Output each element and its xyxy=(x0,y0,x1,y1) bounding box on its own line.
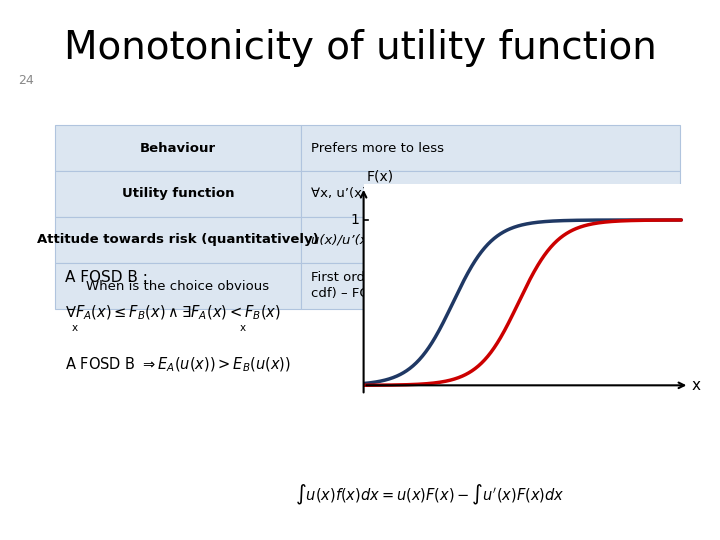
Text: x: x xyxy=(72,323,78,333)
Text: x: x xyxy=(240,323,246,333)
Text: x: x xyxy=(691,378,700,393)
Bar xyxy=(55,171,301,217)
Text: 1: 1 xyxy=(351,213,359,227)
Bar xyxy=(301,125,680,171)
Text: Behaviour: Behaviour xyxy=(140,141,216,154)
Bar xyxy=(55,217,301,263)
Text: A FOSD B $\Rightarrow E_A(u(x)) > E_B(u(x))$: A FOSD B $\Rightarrow E_A(u(x)) > E_B(u(… xyxy=(65,356,291,374)
Bar xyxy=(55,125,301,171)
Bar xyxy=(301,217,680,263)
Text: When is the choice obvious: When is the choice obvious xyxy=(86,280,269,293)
Bar xyxy=(301,263,680,309)
Bar xyxy=(301,171,680,217)
Text: $\forall F_A(x) \leq F_B(x) \wedge \exists F_A(x) < F_B(x)$: $\forall F_A(x) \leq F_B(x) \wedge \exis… xyxy=(65,304,281,322)
Text: Attitude towards risk (quantitatively): Attitude towards risk (quantitatively) xyxy=(37,233,319,246)
Text: Utility function: Utility function xyxy=(122,187,234,200)
Text: 24: 24 xyxy=(18,73,34,86)
Text: Monotonicity of utility function: Monotonicity of utility function xyxy=(63,29,657,67)
Text: A FOSD B :: A FOSD B : xyxy=(65,271,148,286)
Text: First order stochastic dominance (comparing
cdf) – FOSD: First order stochastic dominance (compar… xyxy=(311,272,609,300)
Text: Prefers more to less: Prefers more to less xyxy=(311,141,444,154)
Text: $\int u(x)f(x)dx = u(x)F(x) - \int u'(x)F(x)dx$: $\int u(x)f(x)dx = u(x)F(x) - \int u'(x)… xyxy=(295,483,564,507)
Bar xyxy=(55,263,301,309)
Text: ∀x, u’(x)>0; u(x) – increasing: ∀x, u’(x)>0; u(x) – increasing xyxy=(311,187,506,200)
Text: u(x)/u’(x) – fear of ruin: u(x)/u’(x) – fear of ruin xyxy=(311,233,462,246)
Text: F(x): F(x) xyxy=(366,170,394,184)
